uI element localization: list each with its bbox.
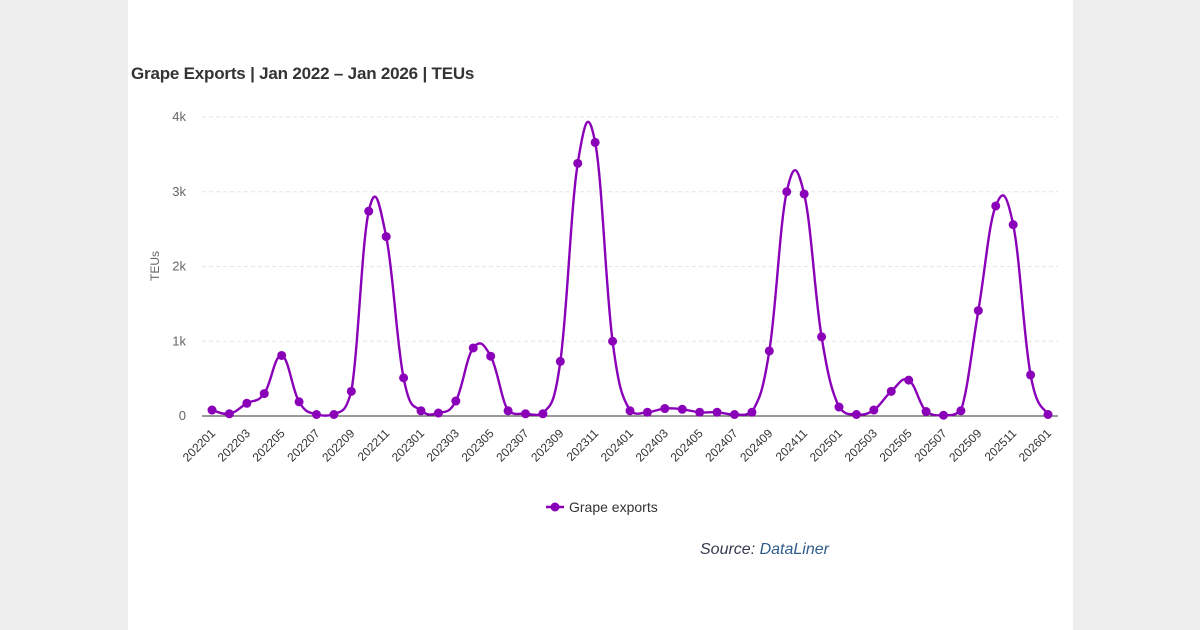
y-tick-label: 3k [172,184,186,199]
x-tick-label: 202301 [389,426,427,464]
data-point-202406[interactable] [712,407,722,417]
data-point-202212[interactable] [399,373,409,383]
x-tick-label: 202211 [355,426,393,464]
data-point-202509[interactable] [973,306,983,316]
y-tick-label: 0 [179,408,186,423]
data-point-202307[interactable] [521,409,530,419]
chart-title: Grape Exports | Jan 2022 – Jan 2026 | TE… [131,64,475,83]
y-axis-title: TEUs [148,251,162,281]
x-tick-label: 202207 [284,426,322,464]
x-tick-label: 202311 [564,426,602,464]
data-point-202204[interactable] [259,389,269,399]
data-point-202409[interactable] [764,346,774,356]
x-tick-label: 202503 [842,426,880,464]
source-link[interactable]: DataLiner [759,541,829,558]
data-point-202203[interactable] [242,398,252,408]
x-tick-label: 202411 [773,426,811,464]
data-point-202209[interactable] [346,386,356,396]
x-tick-label: 202205 [250,426,288,464]
y-tick-label: 2k [172,259,186,274]
legend[interactable]: Grape exports [546,499,658,515]
y-tick-label: 1k [172,333,186,348]
data-point-202508[interactable] [956,406,966,416]
data-point-202404[interactable] [677,404,687,414]
data-point-202510[interactable] [991,201,1001,211]
x-tick-label: 202505 [877,426,915,464]
data-point-202405[interactable] [695,407,705,417]
x-tick-label: 202601 [1016,426,1054,464]
x-tick-label: 202409 [737,426,775,464]
x-tick-label: 202507 [911,426,949,464]
chart-card [128,0,1073,630]
legend-label: Grape exports [569,499,658,515]
data-point-202511[interactable] [1008,220,1018,230]
data-point-202408[interactable] [747,407,757,417]
data-point-202205[interactable] [277,350,287,360]
x-tick-label: 202309 [528,426,566,464]
data-point-202502[interactable] [851,410,861,420]
data-point-202305[interactable] [486,351,496,361]
data-point-202207[interactable] [312,410,321,420]
data-point-202210[interactable] [364,206,374,216]
source-credit: Source: DataLiner [700,541,829,559]
data-point-202505[interactable] [904,375,914,385]
x-tick-label: 202405 [668,426,706,464]
data-point-202304[interactable] [468,343,478,353]
x-tick-label: 202511 [982,426,1020,464]
data-point-202302[interactable] [433,408,443,418]
x-tick-label: 202307 [493,426,531,464]
data-point-202504[interactable] [886,386,896,396]
x-tick-label: 202403 [633,426,671,464]
data-point-202601[interactable] [1043,410,1053,420]
data-point-202501[interactable] [834,402,844,412]
x-tick-label: 202407 [702,426,740,464]
legend-marker [550,502,560,512]
data-point-202311[interactable] [590,137,600,147]
x-tick-label: 202203 [215,426,253,464]
data-point-202410[interactable] [782,187,792,197]
data-point-202312[interactable] [608,336,618,346]
data-point-202211[interactable] [381,232,391,242]
x-tick-label: 202209 [319,426,357,464]
data-point-202308[interactable] [538,409,548,419]
y-tick-label: 4k [172,109,186,124]
data-point-202411[interactable] [799,189,809,199]
data-point-202503[interactable] [869,405,879,415]
x-tick-label: 202501 [807,426,845,464]
x-tick-label: 202509 [946,426,984,464]
data-point-202403[interactable] [660,404,670,414]
data-point-202208[interactable] [329,410,339,420]
data-point-202506[interactable] [921,407,931,417]
data-point-202303[interactable] [451,396,461,406]
data-point-202402[interactable] [642,407,652,417]
data-point-202407[interactable] [730,410,739,420]
source-label: Source: [700,541,760,558]
data-point-202310[interactable] [573,158,583,168]
data-point-202412[interactable] [817,332,827,342]
data-point-202202[interactable] [224,409,234,419]
data-point-202301[interactable] [416,406,426,416]
x-tick-label: 202305 [459,426,497,464]
data-point-202206[interactable] [294,397,304,407]
x-tick-label: 202401 [598,426,636,464]
data-point-202512[interactable] [1026,370,1036,380]
data-point-202306[interactable] [503,406,513,416]
data-point-202401[interactable] [625,406,635,416]
data-point-202201[interactable] [207,405,217,415]
data-point-202309[interactable] [555,356,565,366]
series-line-grape-exports [211,120,1050,417]
x-tick-label: 202303 [424,426,462,464]
x-tick-label: 202201 [180,426,218,464]
data-point-202507[interactable] [939,410,948,420]
